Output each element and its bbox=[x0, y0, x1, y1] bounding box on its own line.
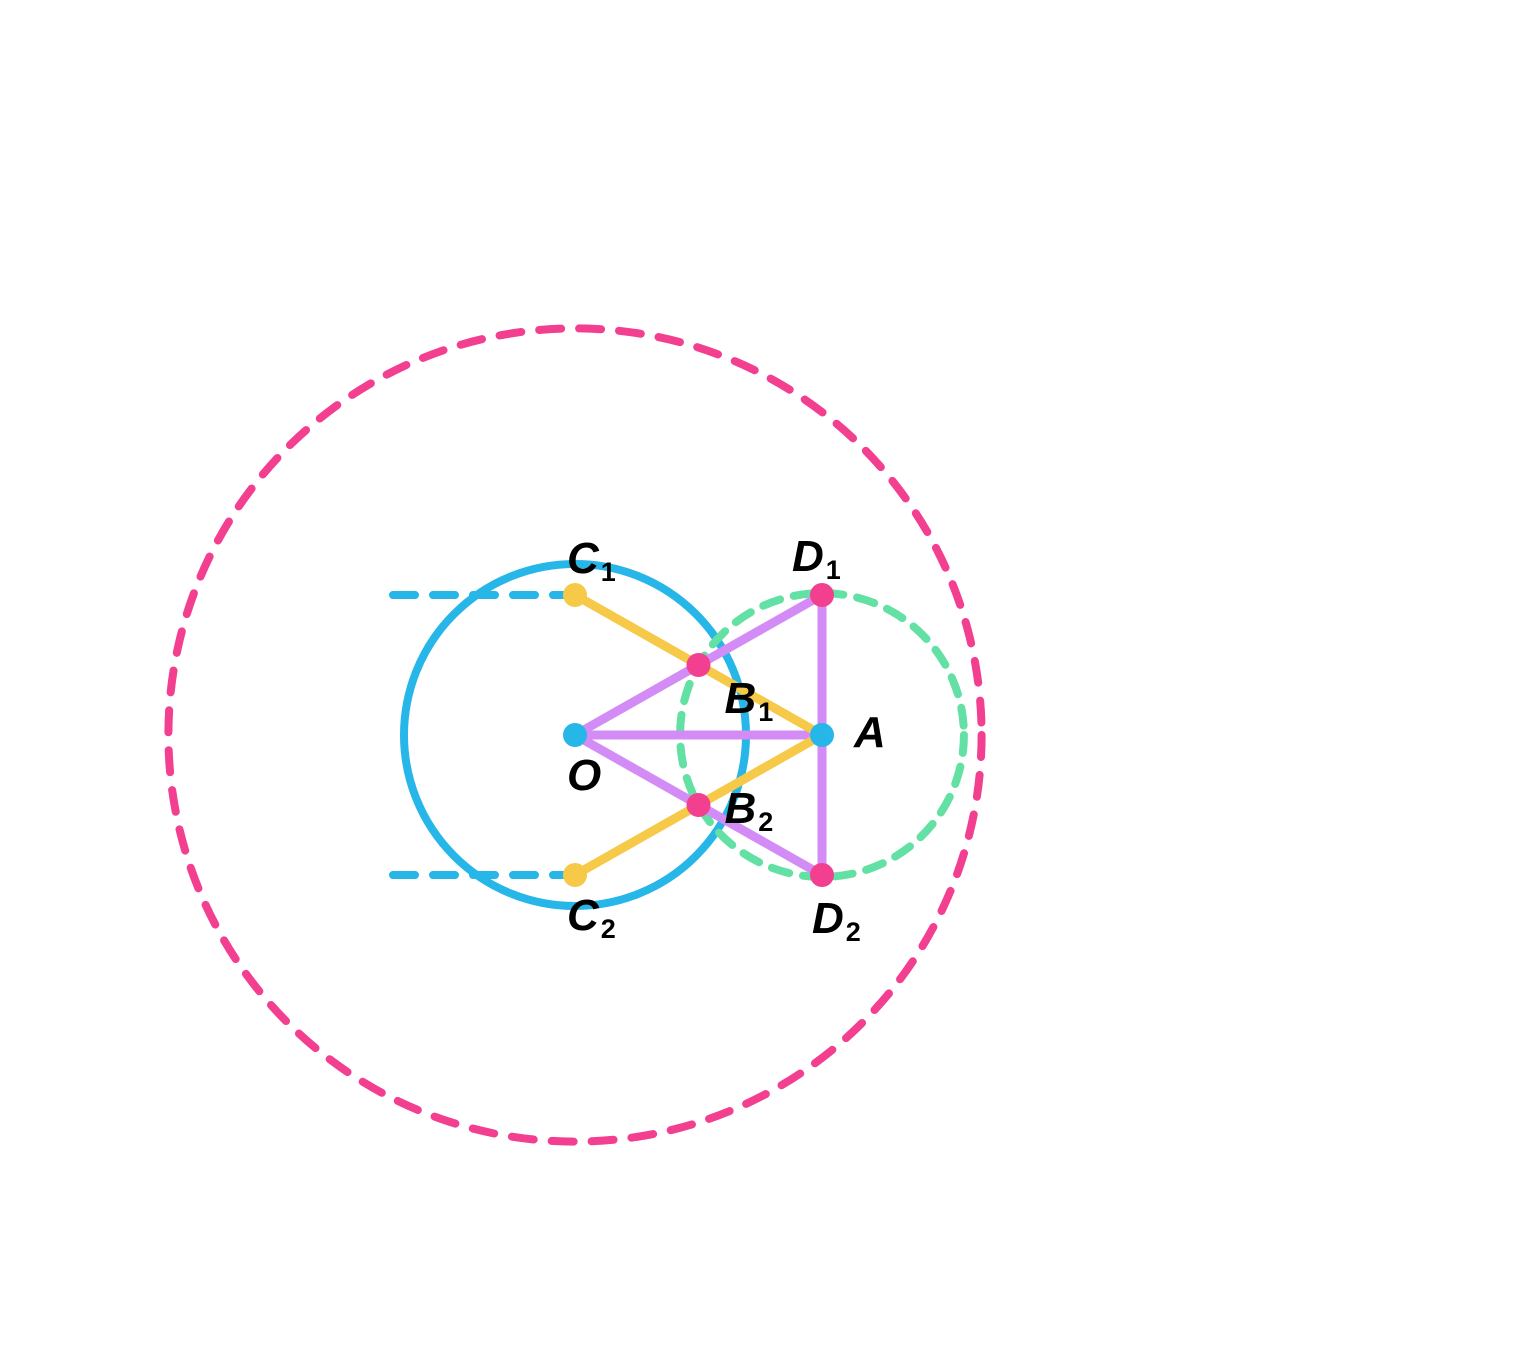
point-C2 bbox=[563, 863, 587, 887]
point-B1 bbox=[687, 653, 711, 677]
point-A bbox=[810, 723, 834, 747]
point-D1 bbox=[810, 583, 834, 607]
point-D2 bbox=[810, 863, 834, 887]
label-O: O bbox=[567, 751, 601, 800]
point-O bbox=[563, 723, 587, 747]
label-A: A bbox=[853, 708, 886, 757]
geometry-diagram: OAB1B2C1C2D1D2 bbox=[0, 0, 1536, 1359]
point-C1 bbox=[563, 583, 587, 607]
point-B2 bbox=[687, 793, 711, 817]
